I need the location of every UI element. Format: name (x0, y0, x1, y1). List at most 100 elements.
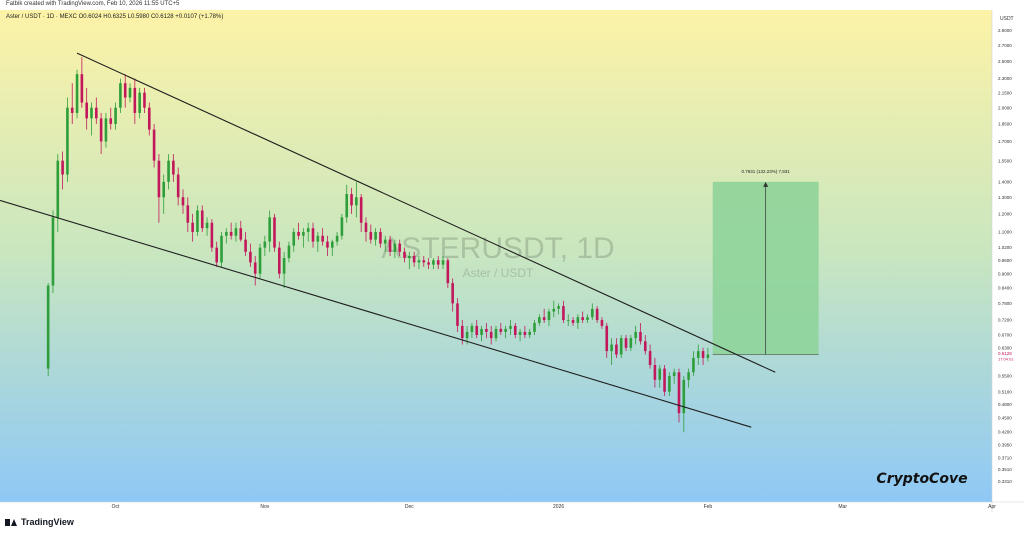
candle-body (557, 306, 560, 309)
candle-body (648, 351, 652, 365)
candle-body (80, 74, 84, 103)
candle-body (586, 317, 589, 321)
candle-body (499, 328, 503, 332)
tradingview-logo-text: TradingView (21, 517, 74, 527)
candle-body (668, 376, 671, 392)
candle-body (542, 317, 546, 321)
tradingview-logo[interactable]: TradingView (5, 517, 74, 527)
candle-body (181, 197, 185, 206)
price-tick-label: 2.1500 (998, 90, 1012, 95)
candle-body (658, 368, 662, 380)
candle-body (643, 341, 647, 352)
candle-body (427, 262, 430, 265)
candle-body (383, 239, 387, 244)
price-tick-label: 2.5000 (998, 59, 1012, 64)
candle-body (239, 228, 243, 240)
candle-body (634, 331, 637, 339)
time-tick-label: Feb (704, 504, 713, 510)
candle-body (374, 231, 377, 240)
candle-body (215, 247, 218, 263)
time-tick-label: 2026 (553, 504, 564, 510)
candle-body (552, 308, 556, 312)
price-tick-label: 2.0000 (998, 105, 1012, 110)
price-tick-label: 1.3000 (998, 195, 1012, 200)
candle-body (61, 160, 64, 175)
candle-body (692, 357, 695, 373)
candle-body (249, 251, 252, 263)
price-tick-label: 0.6300 (998, 345, 1012, 350)
candle-body (513, 325, 517, 335)
candle-body (533, 322, 536, 332)
candle-body (321, 235, 324, 242)
ohlc-line: Aster / USDT · 1D · MEXC O0.6024 H0.6325… (6, 14, 224, 20)
candle-body (196, 210, 199, 232)
candle-body (340, 217, 344, 236)
price-tick-label: 0.3510 (998, 467, 1012, 472)
candle-body (311, 228, 315, 242)
time-axis-ticks: Oct Nov Dec 2026 Feb Mar Apr (112, 504, 997, 510)
price-tick-label: 0.8400 (998, 286, 1012, 291)
candle-body (432, 260, 435, 265)
candle-body (591, 308, 594, 318)
candle-body (629, 338, 633, 348)
candle-body (172, 160, 175, 175)
candle-body (504, 328, 507, 332)
candle-body (509, 325, 512, 329)
last-price-label: 0.6128 (998, 351, 1012, 356)
candle-body (278, 247, 281, 274)
candle-body (302, 231, 305, 236)
candle-body (234, 228, 238, 236)
candle-body (610, 344, 613, 352)
candle-body (345, 194, 349, 218)
candle-body (475, 325, 479, 335)
candle-body (364, 222, 368, 232)
candle-body (355, 197, 358, 206)
wedge-trendlines[interactable] (0, 52, 776, 428)
candle-body (162, 181, 166, 198)
watermark-symbol: ASTERUSDT, 1D (381, 232, 614, 265)
candle-body (70, 107, 74, 113)
candle-body (412, 255, 416, 263)
candle-body (123, 83, 127, 98)
price-tick-label: 0.7800 (998, 301, 1012, 306)
candle-body (696, 351, 700, 358)
price-tick-label: 0.3950 (998, 442, 1012, 447)
candle-body (480, 328, 483, 335)
target-projection[interactable]: 0.7931 (132.23%) 7,931 (712, 169, 819, 355)
candle-body (398, 243, 401, 252)
candle-body (605, 325, 609, 352)
price-axis-panel[interactable] (992, 10, 1024, 502)
candle-body (306, 228, 310, 232)
candle-body (225, 231, 228, 236)
candle-body (388, 239, 392, 252)
price-tick-label: 1.5500 (998, 158, 1012, 163)
time-tick-label: Apr (988, 504, 996, 510)
candle-body (56, 160, 60, 218)
candle-body (408, 255, 411, 259)
candle-body (465, 331, 469, 339)
candle-body (379, 231, 382, 244)
candle-body (576, 317, 580, 323)
candle-body (258, 247, 262, 274)
candle-body (470, 325, 474, 332)
candle-body (99, 118, 103, 142)
price-tick-label: 0.7200 (998, 318, 1012, 323)
price-axis-ticks: 2.9000 2.7000 2.5000 2.3000 2.1500 2.0000 1.85… (998, 28, 1014, 484)
candle-body (335, 235, 339, 242)
price-tick-label: 1.4000 (998, 179, 1012, 184)
candle-body (600, 320, 604, 326)
candle-body (167, 160, 170, 182)
symbol-watermark: ASTERUSDT, 1D Aster / USDT (381, 232, 614, 280)
candle-body (95, 107, 98, 119)
candle-body (51, 217, 55, 286)
candle-body (330, 241, 334, 248)
last-price-countdown: 17:04:01 (998, 357, 1014, 362)
candle-body (75, 74, 79, 113)
time-tick-label: Dec (405, 504, 414, 510)
candle-body (200, 210, 204, 229)
candle-body (90, 107, 93, 119)
candle-body (119, 83, 122, 108)
candle-body (133, 87, 137, 113)
candle-body (104, 118, 108, 142)
